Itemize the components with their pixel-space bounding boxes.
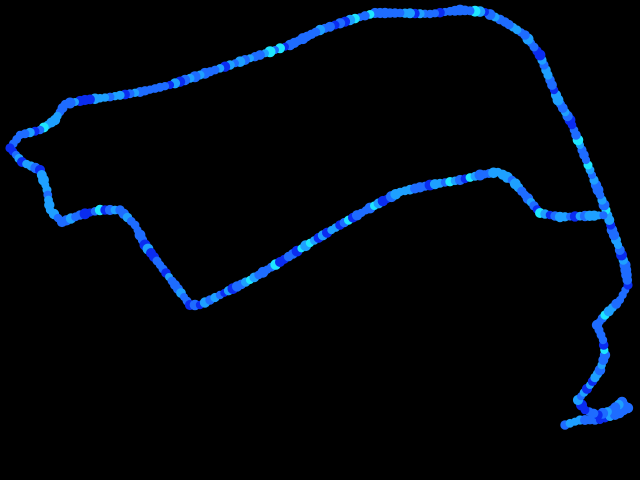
- track-point: [599, 211, 608, 220]
- gps-track: [5, 4, 634, 430]
